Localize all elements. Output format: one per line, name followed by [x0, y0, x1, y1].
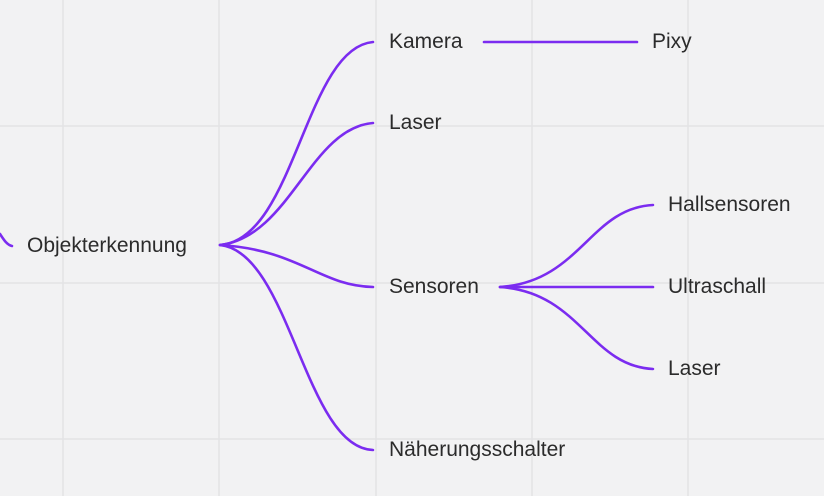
node-naeherungsschalter[interactable]: Näherungsschalter	[389, 438, 566, 461]
node-hallsensoren[interactable]: Hallsensoren	[668, 193, 791, 216]
node-laser[interactable]: Laser	[389, 111, 442, 134]
node-sensoren[interactable]: Sensoren	[389, 275, 479, 298]
node-sensor-laser[interactable]: Laser	[668, 357, 721, 380]
node-ultraschall[interactable]: Ultraschall	[668, 275, 767, 298]
edge-root-to-laser	[218, 121, 375, 247]
edge-root-to-naeherungsschalter	[218, 243, 375, 452]
node-kamera[interactable]: Kamera	[389, 30, 463, 53]
node-root[interactable]: Objekterkennung	[27, 234, 187, 257]
edge-sensoren-to-laser	[498, 285, 655, 371]
edge-root-to-kamera	[218, 40, 375, 247]
edge-root-to-sensoren	[218, 243, 375, 289]
edge-parent-to-root	[0, 232, 14, 248]
node-pixy[interactable]: Pixy	[652, 30, 692, 53]
edge-sensoren-to-hallsensoren	[498, 203, 655, 289]
